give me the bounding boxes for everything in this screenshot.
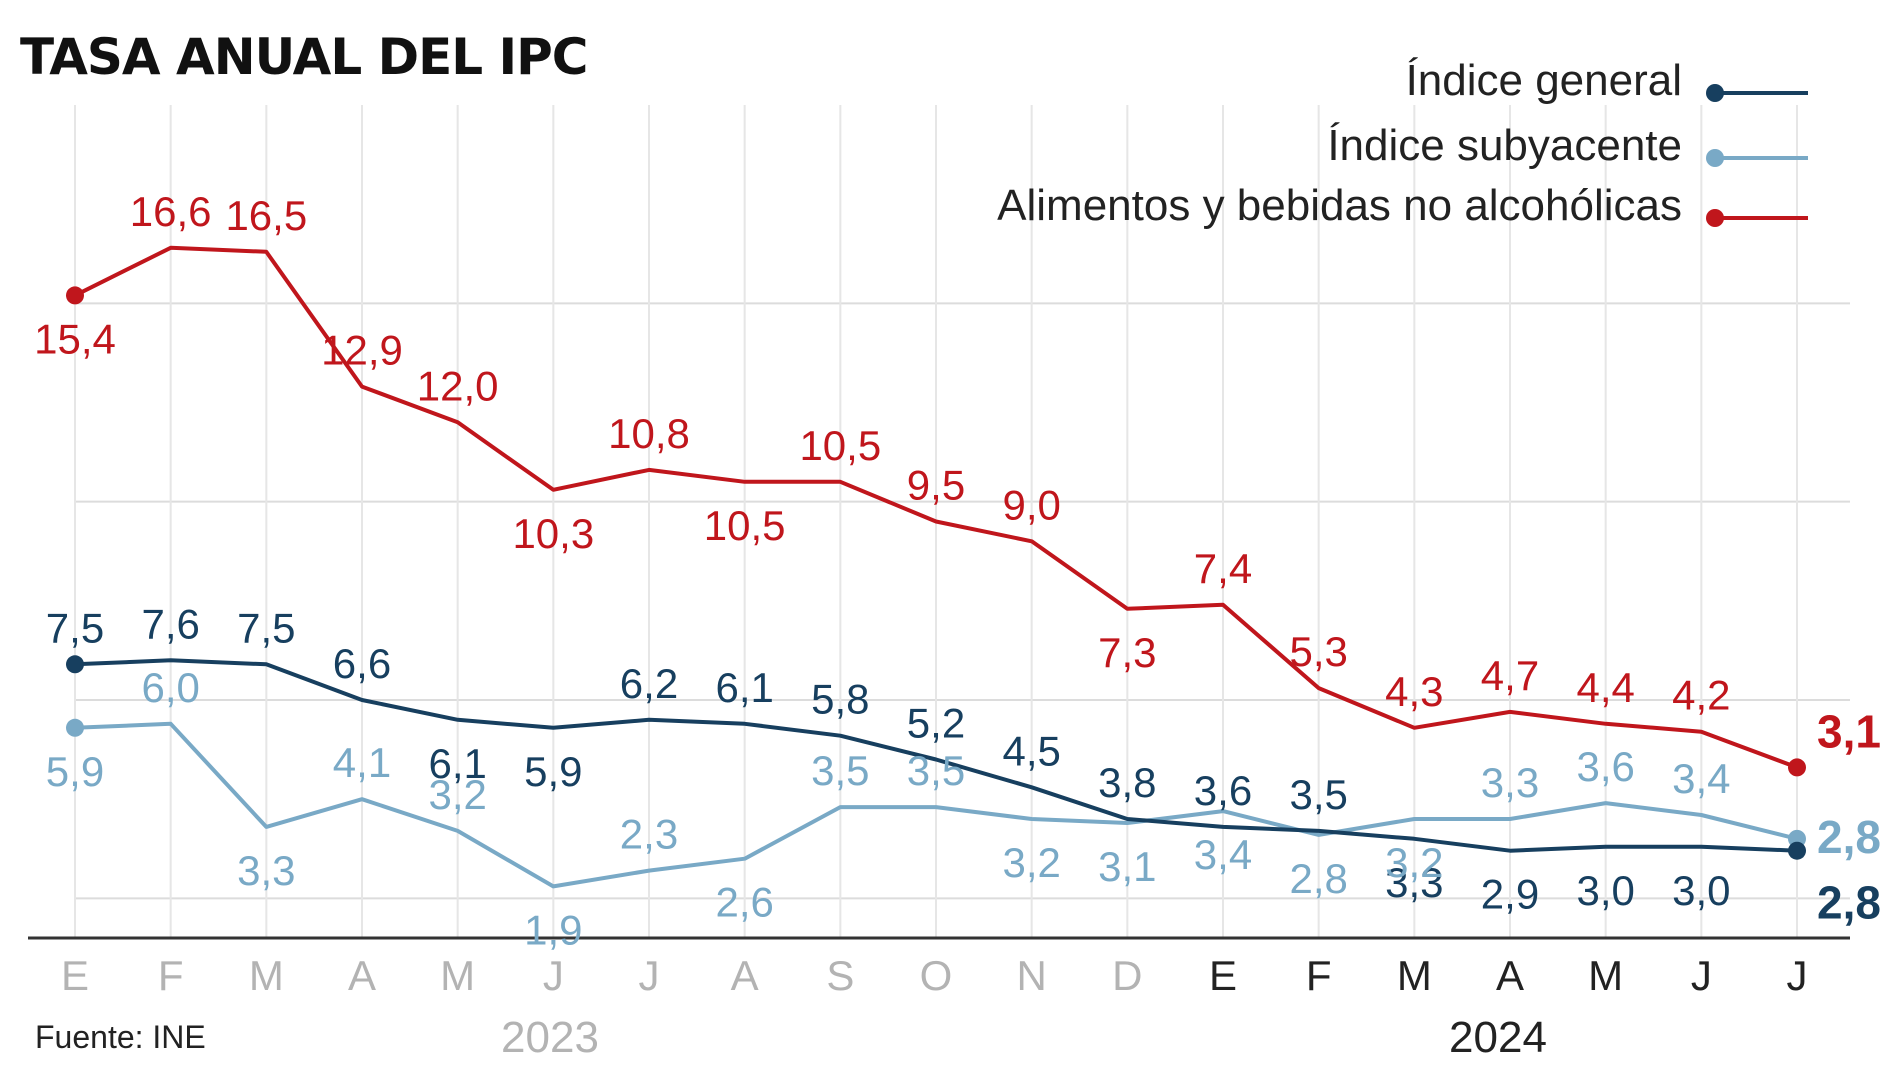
series-2-label-17: 4,2 (1672, 672, 1730, 719)
series-2-start-point (66, 286, 84, 305)
x-tick-label-15: A (1496, 952, 1524, 999)
series-0-label-17: 3,0 (1672, 867, 1730, 914)
x-tick-label-18: J (1787, 952, 1808, 999)
series-2-label-6: 10,8 (608, 410, 690, 457)
series-0-label-11: 3,8 (1098, 759, 1156, 806)
series-line-0 (74, 658, 1798, 853)
series-1-label-10: 3,2 (1002, 839, 1060, 886)
series-1-label-7: 2,6 (715, 879, 773, 926)
series-0-label-2: 7,5 (237, 604, 295, 651)
x-tick-label-4: M (440, 952, 475, 999)
chart-title: TASA ANUAL DEL IPC (20, 28, 587, 86)
series-1-start-point (66, 718, 84, 737)
series-2-label-1: 16,6 (130, 188, 212, 235)
x-tick-label-7: A (731, 952, 759, 999)
year-label-2023: 2023 (501, 1013, 599, 1062)
series-0-label-4: 6,1 (428, 740, 486, 787)
series-2-label-8: 10,5 (799, 422, 881, 469)
legend-label-2: Alimentos y bebidas no alcohólicas (997, 181, 1682, 230)
series-line-1 (74, 721, 1798, 889)
series-0-label-7: 6,1 (715, 664, 773, 711)
legend-marker-2 (1706, 209, 1724, 227)
series-2-label-5: 10,3 (512, 510, 594, 557)
series-2-label-4: 12,0 (417, 362, 499, 409)
x-tick-label-8: S (826, 952, 854, 999)
series-0-label-0: 7,5 (46, 604, 104, 651)
series-0-label-3: 6,6 (333, 640, 391, 687)
series-2-label-12: 7,4 (1194, 545, 1252, 592)
series-1-label-6: 2,3 (620, 811, 678, 858)
legend-label-1: Índice subyacente (1327, 121, 1682, 170)
series-0-label-6: 6,2 (620, 660, 678, 707)
series-1-label-9: 3,5 (907, 747, 965, 794)
series-2-label-2: 16,5 (225, 192, 307, 239)
series-2-label-11: 7,3 (1098, 629, 1156, 676)
year-label-2024: 2024 (1449, 1013, 1547, 1062)
series-0-label-9: 5,2 (907, 700, 965, 747)
x-tick-label-14: M (1397, 952, 1432, 999)
x-tick-label-17: J (1691, 952, 1712, 999)
series-1-label-11: 3,1 (1098, 843, 1156, 890)
x-axis: E F M A M J J A S O N D E F M A M J J 2023 2024 (61, 952, 1808, 1062)
x-tick-label-10: N (1016, 952, 1046, 999)
series-2-label-0: 15,4 (34, 315, 116, 362)
x-tick-label-5: J (543, 952, 564, 999)
series-0-label-18: 2,8 (1817, 877, 1881, 929)
x-tick-label-13: F (1306, 952, 1332, 999)
series-1-label-1: 6,0 (141, 664, 199, 711)
series-0-label-13: 3,5 (1289, 771, 1347, 818)
legend: Índice general Índice subyacente Alimentos… (997, 56, 1808, 230)
series-lines (66, 245, 1806, 889)
source-note: Fuente: INE (35, 1019, 206, 1055)
series-2-label-3: 12,9 (321, 327, 403, 374)
series-1-label-2: 3,3 (237, 847, 295, 894)
series-1-label-8: 3,5 (811, 747, 869, 794)
x-tick-label-2: M (249, 952, 284, 999)
data-labels: 7,5 7,6 7,5 6,6 6,1 5,9 6,2 6,1 5,8 5,2 4,5 3,8 3,6 3… (34, 188, 1881, 954)
series-1-label-3: 4,1 (333, 739, 391, 786)
series-2-label-9: 9,5 (907, 462, 965, 509)
series-0-label-15: 2,9 (1481, 871, 1539, 918)
series-2-label-15: 4,7 (1481, 652, 1539, 699)
series-0-label-5: 5,9 (524, 748, 582, 795)
series-1-label-18: 2,8 (1817, 811, 1881, 863)
series-2-label-13: 5,3 (1289, 628, 1347, 675)
x-tick-label-6: J (639, 952, 660, 999)
series-0-label-12: 3,6 (1194, 767, 1252, 814)
series-2-end-point (1788, 758, 1806, 777)
x-tick-label-16: M (1588, 952, 1623, 999)
series-1-label-16: 3,6 (1576, 743, 1634, 790)
series-2-label-7: 10,5 (704, 502, 786, 549)
series-1-label-17: 3,4 (1672, 755, 1730, 802)
series-2-label-14: 4,3 (1385, 668, 1443, 715)
series-1-label-12: 3,4 (1194, 831, 1252, 878)
series-1-label-15: 3,3 (1481, 759, 1539, 806)
series-0-label-14: 3,3 (1385, 859, 1443, 906)
series-1-label-5: 1,9 (524, 906, 582, 953)
series-1-label-4: 3,2 (428, 771, 486, 818)
series-line-2 (74, 245, 1798, 770)
legend-label-0: Índice general (1406, 56, 1682, 105)
x-tick-label-11: D (1112, 952, 1142, 999)
series-0-start-point (66, 655, 84, 674)
legend-marker-1 (1706, 149, 1724, 167)
series-1-label-13: 2,8 (1289, 855, 1347, 902)
x-tick-label-1: F (158, 952, 184, 999)
series-0-label-1: 7,6 (141, 600, 199, 647)
x-tick-label-12: E (1209, 952, 1237, 999)
x-tick-label-3: A (348, 952, 376, 999)
x-tick-label-0: E (61, 952, 89, 999)
series-0-label-16: 3,0 (1576, 867, 1634, 914)
series-2-label-10: 9,0 (1002, 481, 1060, 528)
series-2-label-16: 4,4 (1576, 664, 1634, 711)
series-1-label-0: 5,9 (46, 748, 104, 795)
x-tick-label-9: O (920, 952, 953, 999)
series-0-label-10: 4,5 (1002, 727, 1060, 774)
series-2-label-18: 3,1 (1817, 705, 1881, 757)
series-0-end-point (1788, 841, 1806, 860)
series-0-label-8: 5,8 (811, 676, 869, 723)
legend-marker-0 (1706, 84, 1724, 102)
series-1-label-14: 3,2 (1385, 839, 1443, 886)
